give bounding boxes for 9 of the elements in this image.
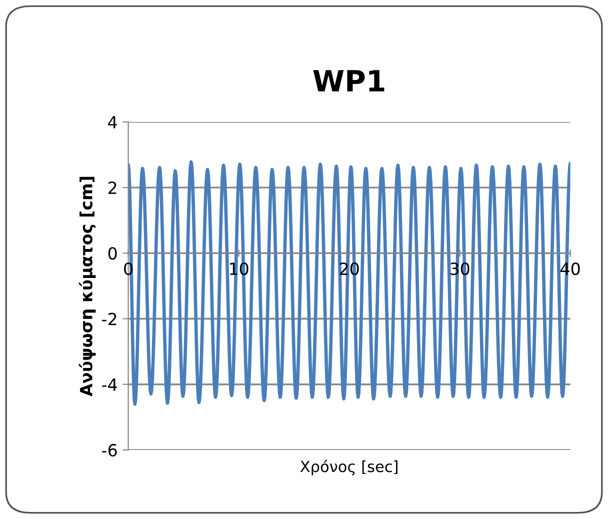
y-tick-label: -6 xyxy=(102,444,117,457)
y-tick-label: -2 xyxy=(102,312,116,326)
y-tick-label: -4 xyxy=(102,378,117,391)
y-axis-title: Ανύψωση κύματος [cm] xyxy=(78,176,96,396)
x-axis-title: Χρόνος [sec] xyxy=(300,460,398,476)
y-tick-label: 0 xyxy=(108,247,117,260)
y-tick-label: 2 xyxy=(108,182,116,194)
y-tick-label: 4 xyxy=(108,116,117,128)
chart-title: WP1 xyxy=(313,70,384,92)
